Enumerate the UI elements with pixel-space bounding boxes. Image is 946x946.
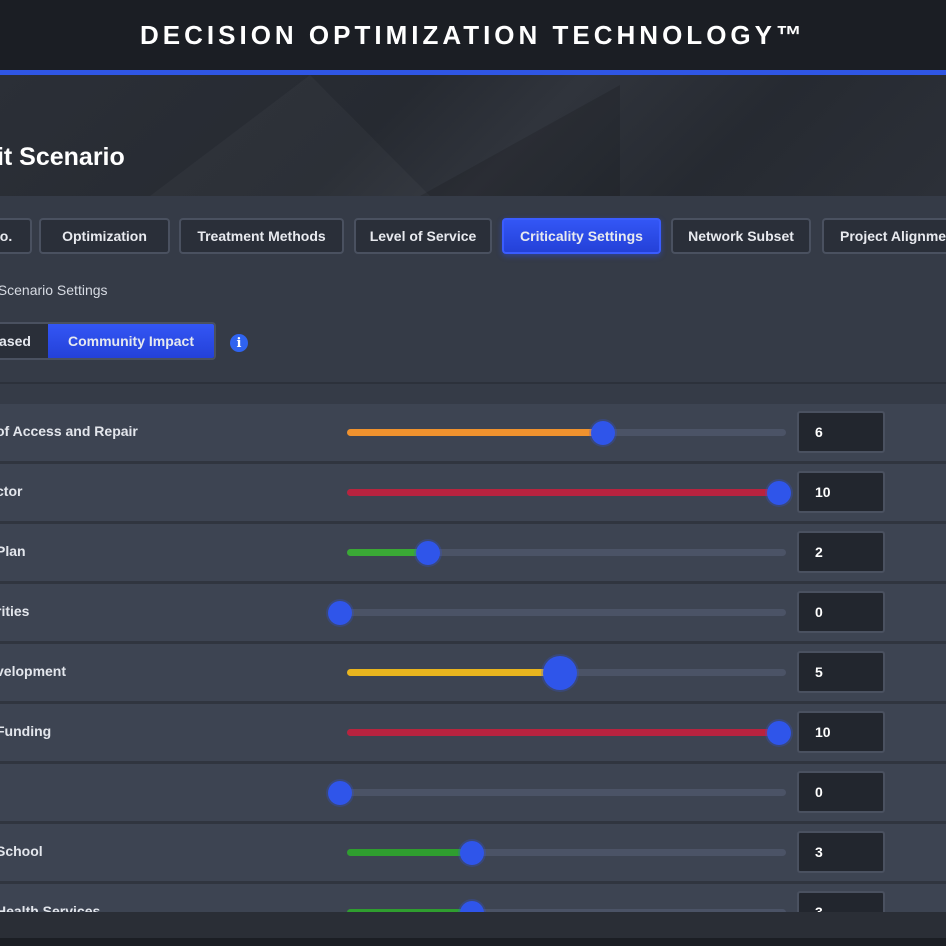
value-input[interactable]: 0 (797, 591, 885, 633)
slider-fill (347, 489, 786, 496)
slider-track[interactable] (347, 909, 786, 912)
slider-track[interactable] (347, 549, 786, 556)
criteria-label: School (0, 843, 43, 859)
criteria-label: Health Services (0, 903, 101, 912)
slider-thumb[interactable] (767, 720, 791, 745)
criteria-row: velopment 5 (0, 644, 946, 704)
tab-bar: o. Optimization Treatment Methods Level … (0, 218, 946, 258)
toggle-option-community-impact[interactable]: Community Impact (48, 324, 214, 358)
criteria-label: of Access and Repair (0, 423, 138, 439)
criteria-label: ctor (0, 483, 23, 499)
slider-track[interactable] (347, 849, 786, 856)
divider (0, 382, 946, 384)
criteria-row: Funding 10 (0, 704, 946, 764)
value-input[interactable]: 0 (797, 771, 885, 813)
toggle-option-based[interactable]: ased (0, 333, 31, 349)
value-input[interactable]: 10 (797, 471, 885, 513)
slider-track[interactable] (347, 489, 786, 496)
tab-optimization[interactable]: Optimization (39, 218, 170, 254)
criteria-label: Plan (0, 543, 26, 559)
slider-track[interactable] (347, 789, 786, 796)
criteria-label: rities (0, 603, 30, 619)
value-input[interactable]: 3 (797, 891, 885, 912)
app-title: DECISION OPTIMIZATION TECHNOLOGY™ (140, 19, 806, 50)
criteria-row: School 3 (0, 824, 946, 884)
tab-criticality-settings[interactable]: Criticality Settings (502, 218, 661, 254)
slider-fill (347, 849, 479, 856)
slider-fill (347, 429, 611, 436)
slider-track[interactable] (347, 729, 786, 736)
tab-previous[interactable]: o. (0, 218, 32, 254)
info-icon[interactable]: i (230, 334, 248, 352)
criteria-row: ctor 10 (0, 464, 946, 524)
hero-banner: lit Scenario (0, 75, 946, 196)
value-input[interactable]: 5 (797, 651, 885, 693)
slider-thumb[interactable] (415, 540, 440, 565)
section-label: t Scenario Settings (0, 282, 108, 298)
slider-thumb[interactable] (542, 655, 577, 690)
criteria-row: rities 0 (0, 584, 946, 644)
slider-thumb[interactable] (767, 480, 791, 505)
tab-network-subset[interactable]: Network Subset (671, 218, 811, 254)
footer-edge (0, 938, 946, 946)
app-header: DECISION OPTIMIZATION TECHNOLOGY™ (0, 0, 946, 70)
tab-level-of-service[interactable]: Level of Service (354, 218, 492, 254)
criteria-row: 0 (0, 764, 946, 824)
tab-treatment-methods[interactable]: Treatment Methods (179, 218, 344, 254)
slider-thumb[interactable] (328, 600, 352, 625)
value-input[interactable]: 3 (797, 831, 885, 873)
slider-track[interactable] (347, 429, 786, 436)
criteria-label: Funding (0, 723, 52, 739)
slider-fill (347, 729, 786, 736)
value-input[interactable]: 6 (797, 411, 885, 453)
mode-toggle: ased Community Impact (0, 322, 216, 360)
slider-thumb[interactable] (459, 900, 484, 912)
slider-thumb[interactable] (591, 420, 616, 445)
slider-fill (347, 669, 567, 676)
slider-fill (347, 909, 479, 912)
criteria-row: of Access and Repair 6 (0, 404, 946, 464)
slider-track[interactable] (347, 609, 786, 616)
page-title: lit Scenario (0, 143, 125, 171)
slider-thumb[interactable] (328, 780, 352, 805)
criteria-label: velopment (0, 663, 67, 679)
slider-fill (347, 549, 435, 556)
value-input[interactable]: 2 (797, 531, 885, 573)
tab-project-alignment[interactable]: Project Alignmen (822, 218, 946, 254)
hero-decoration (150, 75, 430, 196)
header-accent-line (0, 70, 946, 75)
criteria-row: Health Services 3 (0, 884, 946, 912)
scenario-panel: o. Optimization Treatment Methods Level … (0, 196, 946, 912)
value-input[interactable]: 10 (797, 711, 885, 753)
slider-thumb[interactable] (459, 840, 484, 865)
hero-decoration (420, 85, 620, 196)
criteria-row: Plan 2 (0, 524, 946, 584)
